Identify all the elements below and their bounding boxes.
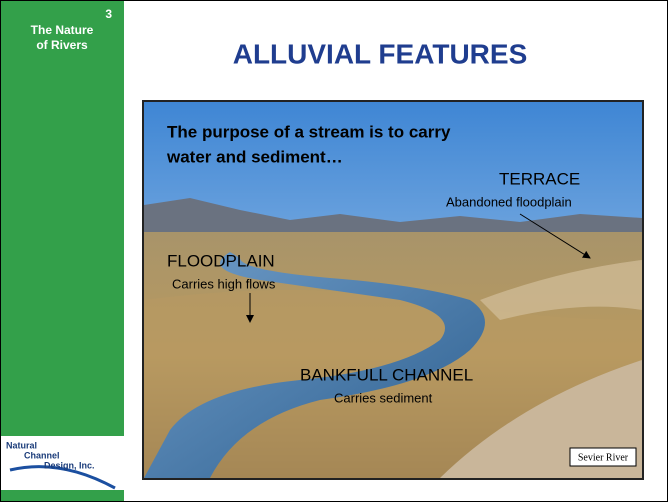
sidebar — [1, 1, 124, 501]
logo-swoosh — [9, 465, 116, 490]
arrow — [519, 213, 591, 259]
logo-text: Natural — [6, 440, 37, 450]
headline: water and sediment… — [166, 147, 343, 166]
feature-note: Carries high flows — [172, 276, 276, 291]
caption-box — [569, 447, 637, 467]
logo-text: Design, Inc. — [44, 460, 95, 470]
slide-number: 3 — [105, 7, 112, 21]
photo-caption: Sevier River — [578, 452, 629, 463]
feature-note: Abandoned floodplain — [446, 194, 572, 209]
feature-label: TERRACE — [499, 169, 580, 188]
sidebar-title: The Nature — [31, 23, 94, 37]
feature-label: BANKFULL CHANNEL — [300, 365, 473, 384]
slide-title: ALLUVIAL FEATURES — [233, 38, 528, 69]
logo-text: Channel — [24, 450, 60, 460]
headline: The purpose of a stream is to carry — [167, 122, 451, 141]
feature-label: FLOODPLAIN — [167, 251, 275, 270]
feature-note: Carries sediment — [334, 390, 433, 405]
sidebar-title: of Rivers — [36, 38, 88, 52]
photo — [144, 102, 642, 478]
